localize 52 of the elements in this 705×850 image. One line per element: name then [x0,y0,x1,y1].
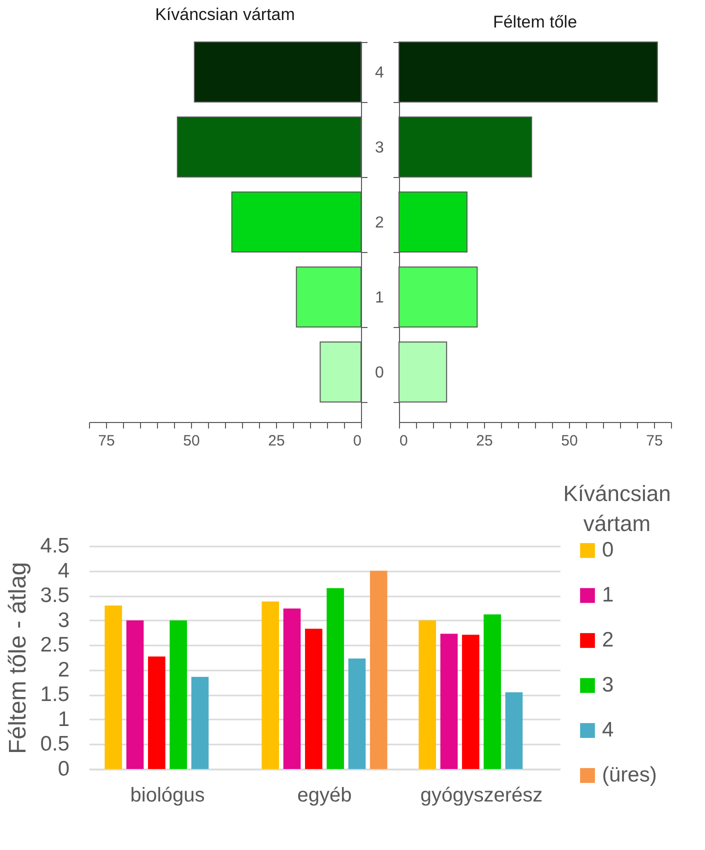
bar [104,605,122,769]
x-tick-label: 25 [476,432,493,450]
y-tick-label: 2.5 [40,634,70,657]
y-tick-label: 2 [58,658,70,682]
bar [505,692,523,769]
y-tick-label: 4 [58,559,70,582]
y-axis-title: Féltem tőle - átlag [4,562,32,754]
legend-label: 4 [602,718,614,742]
y-tick-label: 4.5 [40,534,70,558]
bar [418,620,436,769]
chart-title: Kíváncsian vártam [155,5,295,24]
bar [126,620,144,769]
x-tick-label: 25 [268,432,285,450]
x-tick-label: 50 [183,432,200,450]
x-tick-label: 75 [98,432,115,450]
bar [462,634,480,769]
x-tick-label: egyéb [297,784,352,806]
y-tick-label: 3.5 [40,584,70,608]
y-tick-label: 2 [375,214,384,232]
bar [305,628,322,769]
bar [262,602,280,769]
legend-label: 1 [602,584,614,606]
y-tick-label: 3 [375,140,384,157]
legend-label: 2 [602,628,614,652]
x-tick-label: 75 [646,432,663,450]
legend-label: 3 [602,674,614,696]
x-tick-label: biológus [130,784,205,806]
x-tick-label: 50 [561,432,578,450]
y-tick-label: 1 [58,708,70,731]
bar [440,634,458,769]
x-tick-label: 0 [400,432,408,450]
legend-label: (üres) [602,764,657,786]
y-tick-label: 1.5 [40,683,70,706]
y-tick-label: 0.5 [40,732,70,756]
x-tick-label: 0 [353,432,362,450]
y-tick-label: 1 [375,290,384,307]
chart-title: Féltem tőle [492,12,578,32]
bar [191,676,209,769]
bar [283,608,301,769]
bar [484,614,501,769]
bar [148,656,166,769]
bar [348,658,366,769]
y-tick-label: 0 [58,758,70,780]
x-tick-label: gyógyszerész [420,784,543,806]
bar [370,570,388,769]
legend-label: 0 [602,538,614,562]
y-tick-label: 3 [58,608,70,632]
y-tick-label: 0 [375,364,384,382]
bar [326,588,344,769]
y-tick-label: 4 [375,64,384,82]
legend-title: Kíváncsian vártam [563,481,671,536]
bar [170,620,187,769]
